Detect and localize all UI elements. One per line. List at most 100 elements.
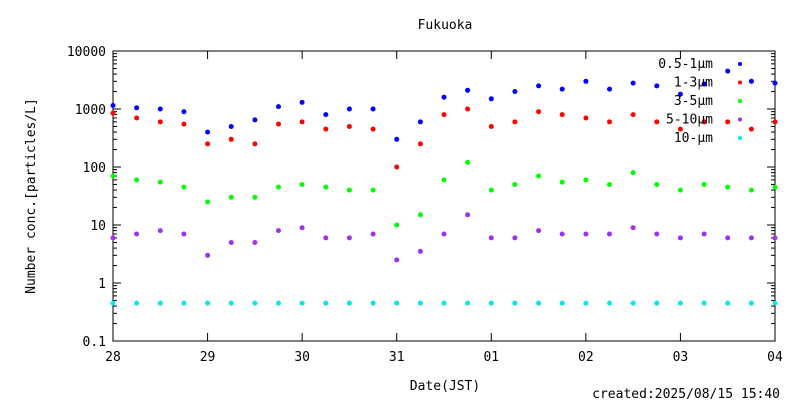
series-layer	[110, 68, 778, 306]
data-point	[417, 248, 423, 254]
data-point	[772, 80, 778, 86]
series-0	[110, 68, 778, 142]
data-point	[252, 240, 258, 245]
data-point	[346, 187, 352, 193]
data-point	[772, 300, 778, 306]
data-point	[370, 106, 376, 112]
data-point	[607, 300, 612, 306]
data-point	[205, 141, 211, 147]
data-point	[299, 300, 305, 306]
data-point	[299, 225, 305, 231]
legend-marker	[738, 62, 742, 66]
data-point	[323, 112, 329, 118]
data-point	[559, 86, 565, 92]
data-point	[299, 99, 305, 105]
data-point	[370, 300, 376, 306]
data-point	[748, 300, 754, 306]
legend-label: 10-μm	[674, 131, 713, 146]
data-point	[205, 252, 211, 258]
legend-label: 0.5-1μm	[658, 57, 713, 72]
data-point	[701, 182, 707, 187]
data-point	[677, 235, 683, 241]
data-point	[417, 212, 423, 218]
data-point	[157, 119, 163, 125]
data-point	[134, 177, 140, 183]
data-point	[394, 222, 400, 228]
data-point	[488, 124, 494, 129]
data-point	[181, 231, 187, 237]
data-point	[630, 225, 636, 231]
data-point	[465, 106, 471, 112]
data-point	[323, 184, 329, 190]
legend-label: 3-5μm	[674, 94, 713, 109]
data-point	[157, 179, 163, 185]
y-tick-label: 100	[83, 161, 106, 176]
data-point	[725, 184, 731, 190]
data-point	[181, 109, 187, 115]
data-point	[323, 235, 329, 241]
data-point	[725, 68, 731, 74]
data-point	[134, 105, 140, 111]
data-point	[323, 126, 329, 132]
data-point	[536, 83, 542, 89]
data-point	[583, 231, 589, 237]
data-point	[252, 117, 258, 123]
data-point	[181, 300, 187, 306]
data-point	[488, 300, 494, 306]
data-point	[583, 177, 589, 183]
legend-label: 1-3μm	[674, 76, 713, 91]
data-point	[465, 212, 471, 218]
data-point	[394, 300, 400, 306]
data-point	[110, 173, 116, 179]
data-point	[228, 124, 234, 129]
data-point	[677, 126, 683, 132]
data-point	[559, 231, 565, 237]
data-point	[205, 300, 211, 306]
data-point	[607, 231, 612, 237]
data-point	[346, 300, 352, 306]
data-point	[701, 81, 707, 87]
legend-marker	[738, 117, 742, 122]
y-axis: 0.1 1 10 100 1000 10000	[67, 45, 775, 350]
y-tick-label: 0.1	[83, 335, 106, 350]
data-point	[276, 228, 281, 234]
data-point	[583, 115, 589, 121]
legend-marker	[738, 136, 742, 140]
y-tick-label: 1000	[75, 103, 106, 118]
data-point	[370, 126, 376, 132]
y-tick-label: 10	[90, 219, 106, 234]
data-point	[205, 199, 211, 205]
data-point	[654, 300, 660, 306]
x-tick-label: 30	[294, 350, 310, 365]
data-point	[512, 300, 518, 306]
data-point	[157, 300, 163, 306]
data-point	[701, 231, 707, 237]
data-point	[394, 136, 400, 142]
y-axis-label: Number conc.[particles/L]	[24, 98, 39, 294]
legend-marker	[738, 80, 742, 85]
data-point	[583, 300, 589, 306]
data-point	[299, 119, 305, 125]
legend-marker	[738, 99, 742, 103]
data-point	[607, 119, 612, 125]
data-point	[181, 121, 187, 127]
data-point	[630, 112, 636, 118]
data-point	[701, 300, 707, 306]
data-point	[725, 300, 731, 306]
plot-frame	[112, 50, 776, 342]
data-point	[465, 87, 471, 93]
data-point	[134, 300, 140, 306]
chart-title: Fukuoka	[418, 18, 473, 33]
data-point	[299, 182, 305, 187]
data-point	[701, 119, 707, 125]
data-point	[512, 182, 518, 187]
y-tick-label: 10000	[67, 45, 106, 60]
data-point	[677, 187, 683, 193]
data-point	[110, 110, 116, 116]
data-point	[748, 235, 754, 241]
data-point	[559, 112, 565, 118]
data-point	[725, 119, 731, 125]
x-tick-label: 02	[578, 350, 594, 365]
data-point	[512, 119, 518, 125]
